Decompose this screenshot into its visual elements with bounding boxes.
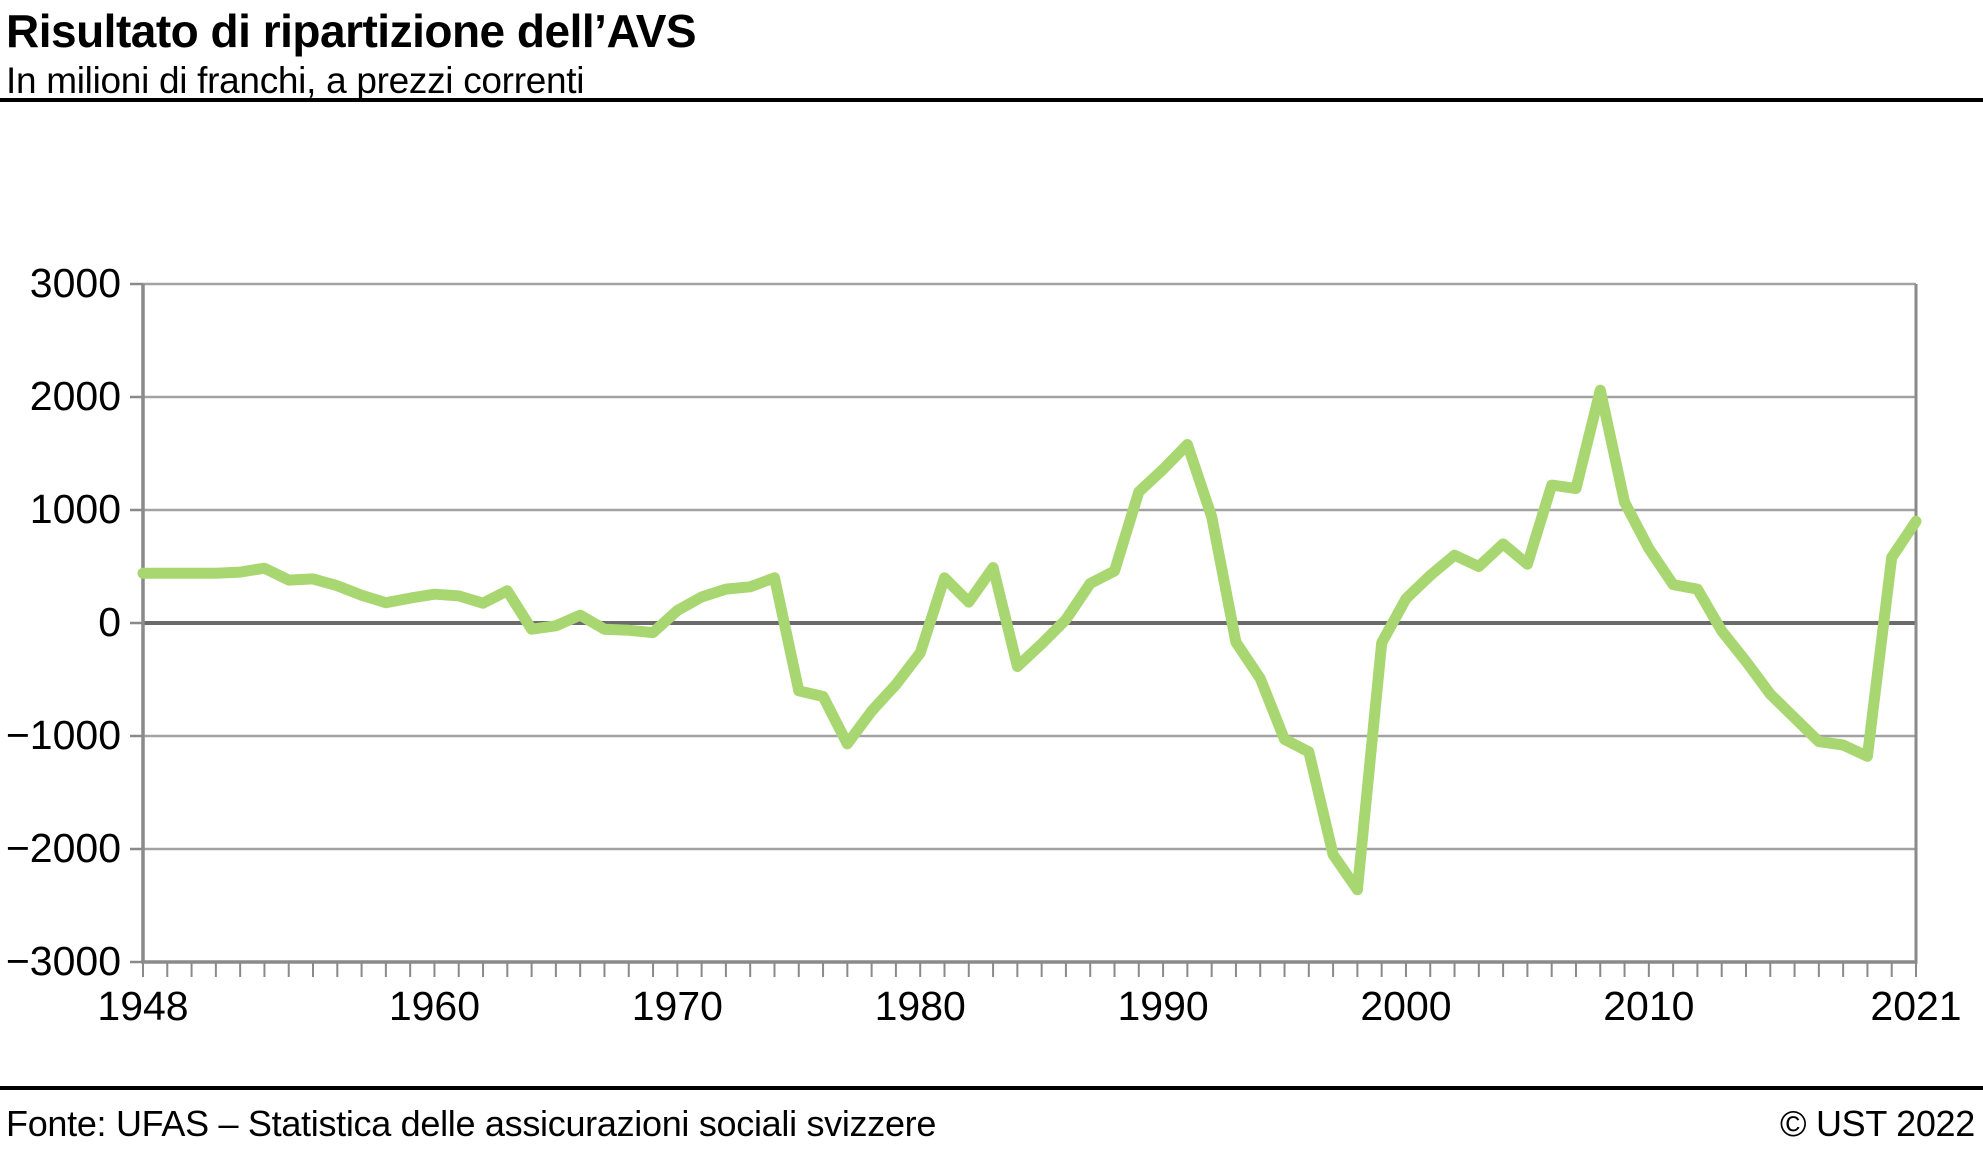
- x-tick-label: 1970: [632, 983, 723, 1029]
- x-tick-label: 2010: [1603, 983, 1694, 1029]
- y-tick-label: −2000: [6, 825, 121, 871]
- x-tick-label: 1960: [389, 983, 480, 1029]
- page-subtitle: In milioni di franchi, a prezzi correnti: [6, 60, 585, 101]
- bottom-divider: [0, 1086, 1983, 1090]
- y-tick-label: −3000: [6, 938, 121, 984]
- y-tick-label: 3000: [30, 260, 121, 306]
- top-divider: [0, 98, 1983, 102]
- x-tick-label: 1948: [97, 983, 188, 1029]
- x-tick-label: 2000: [1360, 983, 1451, 1029]
- page-title: Risultato di ripartizione dell’AVS: [6, 5, 697, 57]
- y-tick-label: 2000: [30, 373, 121, 419]
- x-tick-label: 1990: [1117, 983, 1208, 1029]
- x-tick-label: 1980: [875, 983, 966, 1029]
- copyright-note: © UST 2022: [1780, 1103, 1975, 1144]
- x-tick-label: 2021: [1870, 983, 1961, 1029]
- y-tick-label: 1000: [30, 486, 121, 532]
- y-tick-label: 0: [98, 599, 121, 645]
- y-tick-label: −1000: [6, 712, 121, 758]
- source-note: Fonte: UFAS – Statistica delle assicuraz…: [6, 1103, 937, 1144]
- data-line-risultato: [137, 384, 1922, 896]
